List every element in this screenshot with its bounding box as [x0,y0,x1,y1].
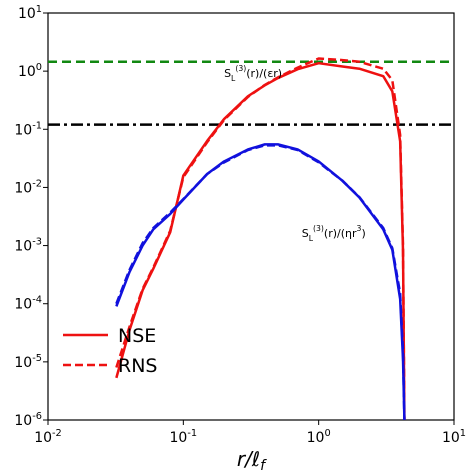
x-tick-label: 101 [442,428,466,446]
y-tick-label: 10-4 [14,295,42,313]
y-tick-label: 10-2 [14,178,42,196]
legend-label: NSE [118,325,156,347]
legend-label: RNS [118,355,157,377]
y-tick-label: 10-1 [14,120,42,138]
data-line [115,143,406,421]
y-tick-label: 101 [18,4,42,22]
x-tick-label: 10-2 [34,428,62,446]
data-line [115,57,406,421]
y-tick-label: 100 [18,62,42,80]
x-tick-label: 10-1 [170,428,198,446]
y-tick-label: 10-3 [14,237,42,255]
x-axis-label: r/ℓf [237,447,267,474]
x-tick-label: 100 [307,428,331,446]
annotation: SL(3)(r)/(ηr3) [302,224,366,243]
plot-frame [47,12,455,421]
annotation: SL(3)(r)/(εr) [224,64,282,83]
y-tick-label: 10-6 [14,411,42,429]
data-line [115,144,406,421]
y-tick-label: 10-5 [14,353,42,371]
data-line [115,61,406,421]
